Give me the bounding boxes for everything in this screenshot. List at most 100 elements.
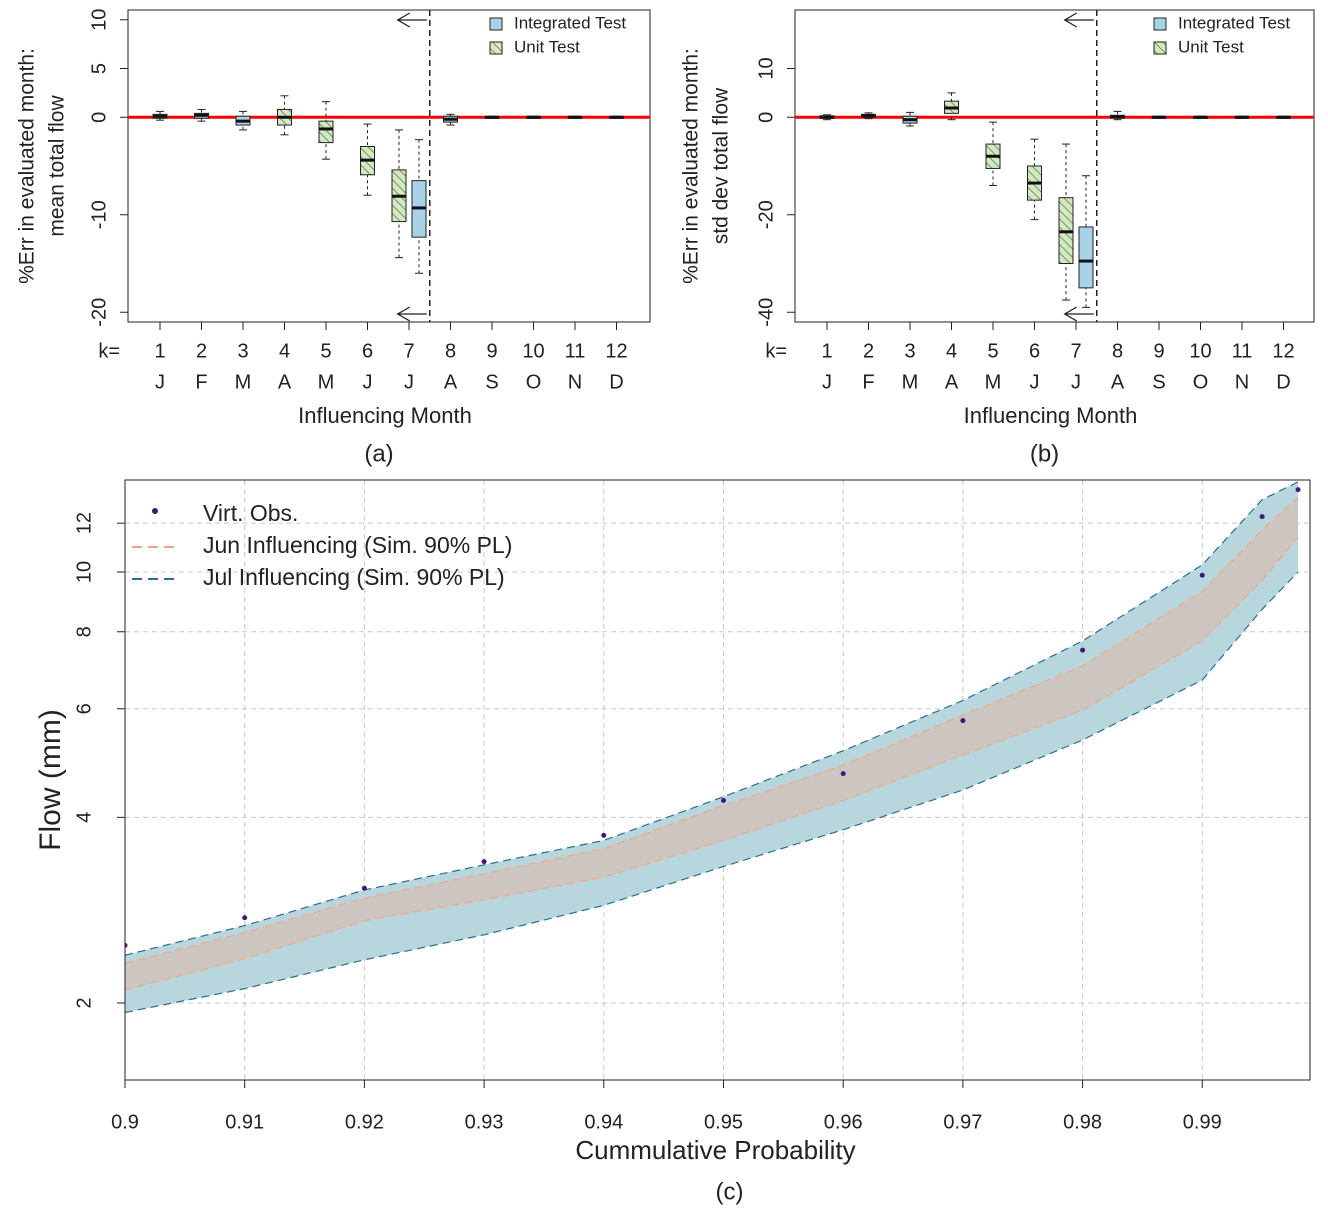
obs-point bbox=[720, 797, 726, 803]
plot-area bbox=[125, 481, 1301, 1014]
obs-point bbox=[361, 885, 367, 891]
month-letter: F bbox=[195, 371, 207, 393]
legend-label: Unit Test bbox=[1178, 37, 1244, 56]
x-tick-label: 0.97 bbox=[943, 1111, 982, 1133]
x-tick-label: 6 bbox=[362, 340, 373, 362]
month-letter: J bbox=[1071, 371, 1081, 393]
month-letter: D bbox=[609, 371, 623, 393]
x-tick-label: 0.9 bbox=[111, 1111, 139, 1133]
y-tick-label: 5 bbox=[88, 63, 110, 74]
obs-point bbox=[1080, 647, 1086, 653]
x-tick-label: 11 bbox=[565, 340, 586, 362]
x-tick-label: 12 bbox=[1272, 340, 1294, 362]
month-letter: M bbox=[902, 371, 919, 393]
box bbox=[1078, 226, 1094, 289]
legend-swatch bbox=[489, 41, 503, 55]
plot-frame bbox=[124, 479, 1311, 1081]
legend-marker bbox=[152, 508, 158, 514]
obs-point bbox=[481, 859, 487, 865]
band-edge bbox=[125, 571, 1299, 1014]
obs-point bbox=[840, 771, 846, 777]
x-tick-label: 0.99 bbox=[1183, 1111, 1222, 1133]
y-tick-label: 0 bbox=[755, 112, 777, 123]
obs-point bbox=[1259, 514, 1265, 520]
x-tick-label: 6 bbox=[1029, 340, 1040, 362]
legend-label: Jun Influencing (Sim. 90% PL) bbox=[203, 532, 512, 558]
y-tick-label: 10 bbox=[755, 57, 777, 79]
x-tick-label: 11 bbox=[1232, 340, 1253, 362]
x-tick-label: 0.98 bbox=[1063, 1111, 1102, 1133]
x-tick-label: 8 bbox=[445, 340, 456, 362]
month-letter: N bbox=[568, 371, 582, 393]
arrow bbox=[396, 306, 427, 322]
x-tick-label: 2 bbox=[196, 340, 207, 362]
month-letter: J bbox=[822, 371, 832, 393]
x-tick-label: 10 bbox=[1189, 340, 1211, 362]
month-letter: O bbox=[1193, 371, 1209, 393]
legend-label: Jul Influencing (Sim. 90% PL) bbox=[203, 564, 505, 590]
month-letter: A bbox=[945, 371, 959, 393]
month-letter: N bbox=[1235, 371, 1249, 393]
y-tick-label: 4 bbox=[73, 812, 95, 823]
x-tick-label: 3 bbox=[904, 340, 915, 362]
month-letter: J bbox=[1030, 371, 1040, 393]
y-axis-label: Flow (mm) bbox=[34, 709, 67, 851]
y-axis-label: %Err in evaluated month: bbox=[16, 48, 39, 284]
month-letter: S bbox=[1152, 371, 1165, 393]
month-letter: D bbox=[1276, 371, 1290, 393]
arrow bbox=[1063, 12, 1094, 28]
x-tick-label: 9 bbox=[486, 340, 497, 362]
x-tick-label: 0.93 bbox=[465, 1111, 504, 1133]
y-tick-label: -20 bbox=[88, 298, 110, 327]
month-letter: S bbox=[485, 371, 498, 393]
x-axis-label: Influencing Month bbox=[298, 403, 472, 428]
panel-label: (a) bbox=[364, 440, 393, 467]
panel-label: (b) bbox=[1030, 440, 1059, 467]
plot-frame bbox=[127, 9, 651, 323]
x-tick-label: 5 bbox=[987, 340, 998, 362]
obs-point bbox=[601, 832, 607, 838]
legend-swatch bbox=[489, 17, 503, 31]
x-prefix: k= bbox=[765, 340, 787, 362]
band-edge bbox=[125, 481, 1299, 956]
month-letter: A bbox=[444, 371, 458, 393]
legend-swatch bbox=[1153, 17, 1167, 31]
y-tick-label: 2 bbox=[73, 997, 95, 1008]
month-letter: J bbox=[404, 371, 414, 393]
month-letter: A bbox=[278, 371, 292, 393]
band bbox=[125, 497, 1299, 990]
obs-point bbox=[1295, 487, 1301, 493]
legend-swatch bbox=[1153, 41, 1167, 55]
x-tick-label: 0.91 bbox=[225, 1111, 264, 1133]
y-axis-label: mean total flow bbox=[46, 95, 69, 237]
legend-label: Integrated Test bbox=[1178, 13, 1290, 32]
y-tick-label: -10 bbox=[88, 200, 110, 229]
arrow bbox=[1063, 306, 1094, 322]
x-tick-label: 7 bbox=[403, 340, 414, 362]
y-tick-label: 8 bbox=[73, 626, 95, 637]
x-tick-label: 0.92 bbox=[345, 1111, 384, 1133]
x-tick-label: 5 bbox=[320, 340, 331, 362]
x-tick-label: 12 bbox=[605, 340, 627, 362]
y-tick-label: -20 bbox=[755, 200, 777, 229]
month-letter: M bbox=[985, 371, 1002, 393]
arrow bbox=[396, 12, 427, 28]
month-letter: F bbox=[862, 371, 874, 393]
x-tick-label: 10 bbox=[522, 340, 544, 362]
y-tick-label: 12 bbox=[73, 512, 95, 534]
legend-label: Unit Test bbox=[514, 37, 580, 56]
x-tick-label: 3 bbox=[237, 340, 248, 362]
y-axis-label: %Err in evaluated month: bbox=[680, 48, 703, 284]
x-tick-label: 1 bbox=[821, 340, 832, 362]
obs-point bbox=[960, 718, 966, 724]
x-tick-label: 4 bbox=[946, 340, 957, 362]
month-letter: O bbox=[526, 371, 542, 393]
x-tick-label: 4 bbox=[279, 340, 290, 362]
x-tick-label: 0.94 bbox=[584, 1111, 623, 1133]
y-tick-label: 10 bbox=[88, 9, 110, 31]
month-letter: A bbox=[1111, 371, 1125, 393]
month-letter: J bbox=[363, 371, 373, 393]
obs-point bbox=[125, 942, 128, 948]
legend-label: Virt. Obs. bbox=[203, 500, 298, 526]
